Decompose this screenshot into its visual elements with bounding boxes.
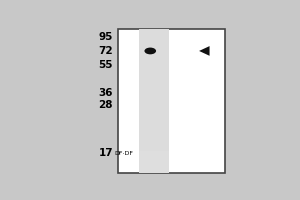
Polygon shape (199, 46, 210, 56)
Text: 55: 55 (99, 60, 113, 70)
Text: 36: 36 (99, 88, 113, 98)
Text: 95: 95 (99, 32, 113, 42)
Text: 72: 72 (98, 46, 113, 56)
Bar (139, 151, 169, 173)
Ellipse shape (145, 48, 156, 54)
Bar (118, 29, 225, 173)
Bar (139, 29, 169, 173)
Text: DF·DF: DF·DF (114, 151, 133, 156)
Text: 28: 28 (99, 100, 113, 110)
Text: 17: 17 (98, 148, 113, 158)
